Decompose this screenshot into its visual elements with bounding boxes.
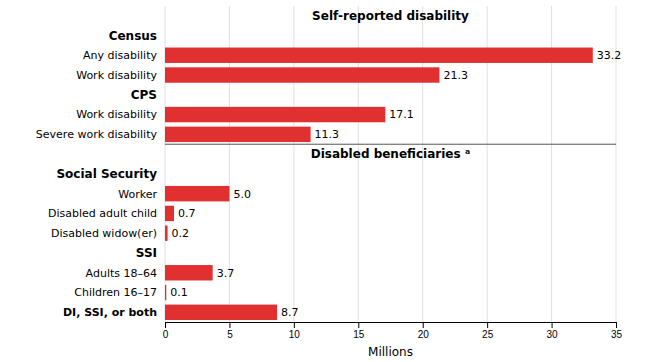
bar bbox=[165, 127, 311, 142]
bar bbox=[165, 48, 593, 63]
data-label: 33.2 bbox=[597, 49, 622, 62]
category-label: Work disability bbox=[76, 69, 157, 82]
bar bbox=[165, 206, 174, 221]
x-tick: 10 bbox=[289, 322, 301, 340]
data-label: 3.7 bbox=[217, 267, 235, 280]
category-label: Children 16–17 bbox=[74, 286, 157, 299]
x-tick: 25 bbox=[482, 322, 494, 340]
section-header: Disabled beneficiaries ᵃ bbox=[311, 147, 471, 161]
x-axis: 0 5 10 15 20 25 30 35 bbox=[163, 322, 623, 340]
x-tick: 0 bbox=[163, 322, 169, 340]
group-header: SSI bbox=[136, 246, 157, 260]
grid bbox=[165, 6, 616, 322]
x-tick: 30 bbox=[547, 322, 559, 340]
section-header: Self-reported disability bbox=[312, 9, 469, 23]
bars bbox=[165, 48, 593, 320]
tick-mark bbox=[423, 322, 424, 328]
tick-label: 0 bbox=[163, 329, 169, 340]
tick-mark bbox=[229, 322, 230, 328]
tick-label: 30 bbox=[547, 329, 559, 340]
labels: 33.2 21.3 17.1 11.3 5.0 0.7 0.2 3.7 0.1 8.7 Self-r… bbox=[36, 9, 621, 319]
tick-mark bbox=[487, 322, 488, 328]
bar bbox=[165, 305, 277, 320]
category-label: Disabled widow(er) bbox=[51, 227, 157, 240]
tick-label: 25 bbox=[482, 329, 494, 340]
tick-mark bbox=[552, 322, 553, 328]
tick-label: 20 bbox=[418, 329, 430, 340]
bar bbox=[165, 67, 439, 82]
data-label: 17.1 bbox=[389, 108, 414, 121]
divider bbox=[165, 144, 616, 145]
data-label: 21.3 bbox=[443, 69, 468, 82]
x-tick: 15 bbox=[353, 322, 365, 340]
x-tick: 20 bbox=[418, 322, 430, 340]
category-label: Adults 18–64 bbox=[86, 267, 157, 280]
data-label: 8.7 bbox=[281, 306, 299, 319]
x-tick: 35 bbox=[611, 322, 623, 340]
bar bbox=[165, 265, 213, 280]
tick-label: 15 bbox=[353, 329, 365, 340]
category-label: Any disability bbox=[83, 49, 157, 62]
category-label: Disabled adult child bbox=[48, 207, 157, 220]
category-label: Severe work disability bbox=[36, 128, 158, 141]
bar bbox=[165, 285, 166, 300]
x-axis-line bbox=[166, 323, 617, 329]
data-label: 0.7 bbox=[178, 207, 196, 220]
group-header: CPS bbox=[131, 88, 157, 102]
tick-label: 5 bbox=[227, 329, 233, 340]
tick-mark bbox=[616, 322, 617, 328]
x-tick: 5 bbox=[227, 322, 233, 340]
bar bbox=[165, 107, 385, 122]
tick-mark bbox=[358, 322, 359, 328]
x-axis-title: Millions bbox=[368, 345, 413, 359]
data-label: 11.3 bbox=[315, 128, 340, 141]
category-label: DI, SSI, or both bbox=[63, 306, 157, 319]
chart: 0 5 10 15 20 25 30 35 Millions 33.2 21.3 17.1 11.3 5.… bbox=[0, 0, 650, 362]
tick-mark bbox=[165, 322, 166, 328]
group-header: Census bbox=[109, 29, 157, 43]
data-label: 5.0 bbox=[233, 188, 251, 201]
tick-label: 35 bbox=[611, 329, 623, 340]
category-label: Worker bbox=[118, 188, 157, 201]
data-label: 0.2 bbox=[172, 227, 190, 240]
category-label: Work disability bbox=[76, 108, 157, 121]
tick-label: 10 bbox=[289, 329, 301, 340]
bar bbox=[165, 186, 229, 201]
data-label: 0.1 bbox=[170, 286, 188, 299]
tick-mark bbox=[294, 322, 295, 328]
group-header: Social Security bbox=[56, 167, 157, 181]
bar bbox=[165, 225, 168, 240]
